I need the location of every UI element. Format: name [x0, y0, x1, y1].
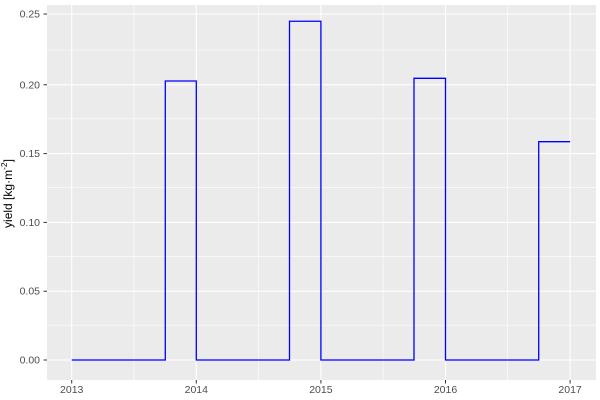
svg-text:2015: 2015 [309, 384, 333, 396]
svg-text:0.05: 0.05 [20, 286, 41, 298]
svg-text:2014: 2014 [185, 384, 209, 396]
svg-text:0.15: 0.15 [20, 148, 41, 160]
svg-text:2017: 2017 [558, 384, 582, 396]
svg-text:0.00: 0.00 [20, 355, 41, 367]
svg-text:2013: 2013 [60, 384, 84, 396]
svg-text:yield [kg·m-2]: yield [kg·m-2] [0, 159, 15, 228]
svg-text:2016: 2016 [434, 384, 458, 396]
svg-text:0.10: 0.10 [20, 217, 41, 229]
svg-text:0.25: 0.25 [20, 9, 41, 21]
svg-text:0.20: 0.20 [20, 79, 41, 91]
